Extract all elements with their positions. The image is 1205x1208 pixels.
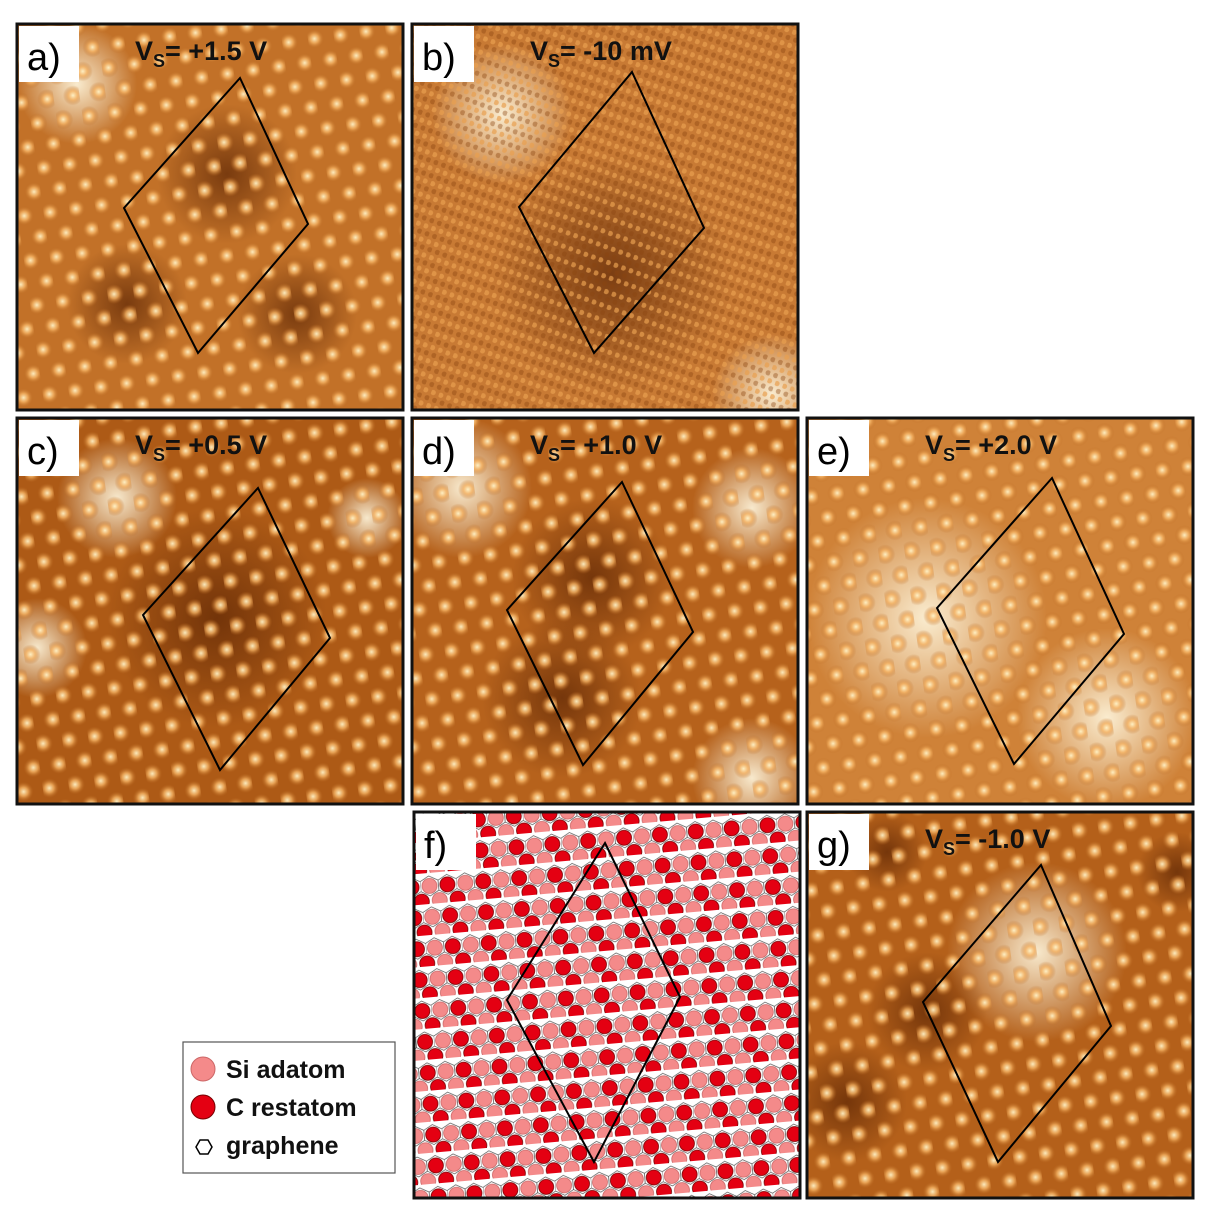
panel-frame: [410, 416, 800, 806]
bias-subscript: S: [153, 51, 165, 71]
panel-label: d): [422, 431, 456, 473]
lattice-model: [414, 812, 800, 1198]
panel-label: f): [424, 825, 447, 867]
label-box: [416, 814, 476, 870]
bias-label: VS= +2.0 V: [925, 430, 1057, 465]
label-box: [19, 26, 79, 82]
bias-symbol: V: [135, 36, 153, 66]
panel-frame: [805, 810, 1195, 1200]
bias-symbol: V: [530, 36, 548, 66]
stm-image: [412, 24, 798, 410]
panel: f): [412, 810, 802, 1200]
bias-value: = +0.5 V: [165, 430, 267, 460]
bias-subscript: S: [548, 445, 560, 465]
panel: c) VS= +0.5 V: [15, 416, 405, 806]
bias-value: = +1.0 V: [560, 430, 662, 460]
label-box: [414, 420, 474, 476]
legend-label: graphene: [226, 1132, 339, 1160]
bias-value: = +1.5 V: [165, 36, 267, 66]
atom-lattice: [412, 24, 798, 410]
legend: Si adatom C restatom graphene: [182, 1041, 396, 1174]
bias-subscript: S: [548, 51, 560, 71]
bias-symbol: V: [530, 430, 548, 460]
unit-cell: [505, 480, 695, 767]
unit-cell: [935, 476, 1126, 766]
bias-label: VS= +1.0 V: [530, 430, 662, 465]
label-box: [809, 814, 869, 870]
bias-symbol: V: [135, 430, 153, 460]
panel-label: g): [817, 825, 851, 867]
legend-label: Si adatom: [226, 1056, 345, 1084]
bias-symbol: V: [925, 430, 943, 460]
atom-lattice: [17, 24, 403, 410]
atom-lattice: [807, 418, 1193, 804]
bias-value: = -10 mV: [560, 36, 672, 66]
unit-cell: [505, 840, 682, 1165]
panel: a) VS= +1.5 V: [15, 22, 405, 412]
bias-label: VS= -10 mV: [530, 36, 672, 71]
panel-label: b): [422, 37, 456, 79]
bias-subscript: S: [153, 445, 165, 465]
panel-frame: [15, 22, 405, 412]
bias-subscript: S: [943, 445, 955, 465]
atom-lattice: [17, 418, 403, 804]
stm-image: [807, 418, 1193, 804]
bias-value: = -1.0 V: [955, 824, 1050, 854]
label-box: [809, 420, 869, 476]
bias-label: VS= +1.5 V: [135, 36, 267, 71]
panel-label: e): [817, 431, 851, 473]
unit-cell: [122, 76, 310, 355]
panel: e) VS= +2.0 V: [805, 416, 1195, 806]
unit-cell: [921, 863, 1113, 1164]
panel-label: a): [27, 37, 61, 79]
bias-symbol: V: [925, 824, 943, 854]
unit-cell: [141, 486, 332, 772]
label-box: [19, 420, 79, 476]
panel: b) VS= -10 mV: [410, 22, 800, 412]
stm-image: [807, 812, 1193, 1198]
panel: g) VS= -1.0 V: [805, 810, 1195, 1200]
stm-image: [414, 812, 800, 1198]
unit-cell: [517, 70, 706, 355]
panel-frame: [15, 416, 405, 806]
stm-image: [17, 418, 403, 804]
bias-value: = +2.0 V: [955, 430, 1057, 460]
panel-frame: [410, 22, 800, 412]
bias-subscript: S: [943, 839, 955, 859]
atom-lattice: [807, 812, 1193, 1198]
panel: d) VS= +1.0 V: [410, 416, 800, 806]
panel-label: c): [27, 431, 59, 473]
stm-image: [412, 418, 798, 804]
label-box: [414, 26, 474, 82]
panel-frame: [412, 810, 802, 1200]
panel-frame: [805, 416, 1195, 806]
legend-label: C restatom: [226, 1094, 357, 1122]
bias-label: VS= -1.0 V: [925, 824, 1050, 859]
bias-label: VS= +0.5 V: [135, 430, 267, 465]
